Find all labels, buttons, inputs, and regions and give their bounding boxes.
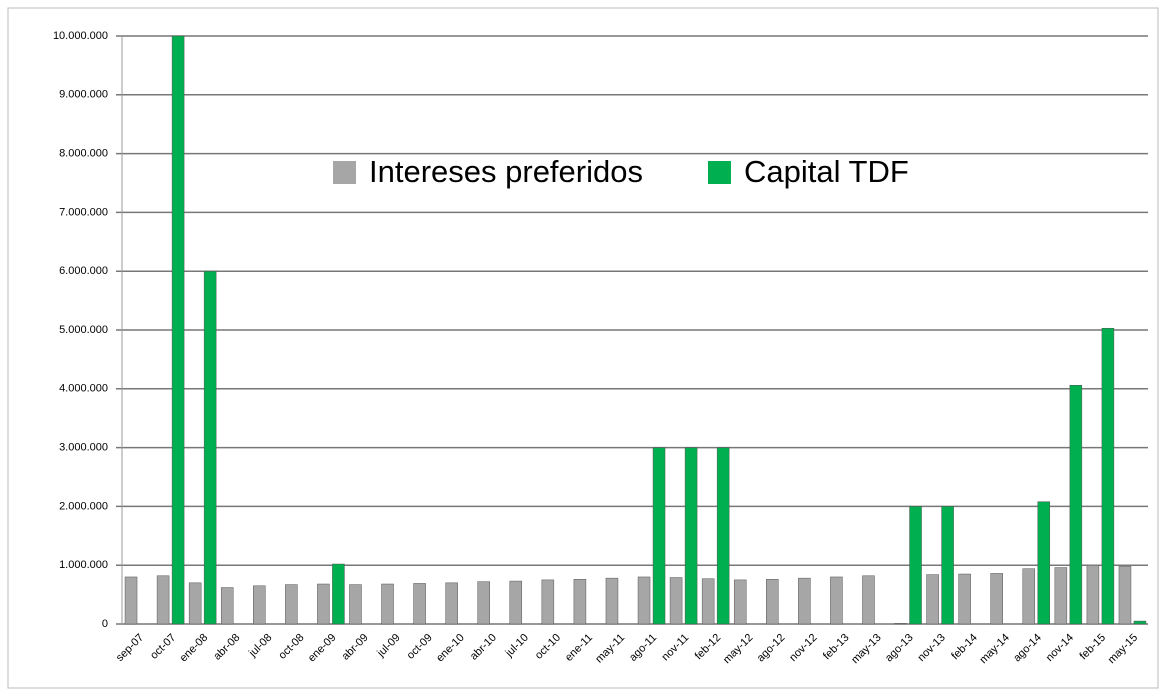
bar <box>413 583 426 625</box>
bar <box>349 584 362 625</box>
bar <box>684 447 698 625</box>
bar <box>332 563 345 625</box>
bar <box>220 587 234 625</box>
bar <box>381 583 394 625</box>
bar <box>124 576 138 625</box>
y-tick-label: 0 <box>102 618 108 630</box>
legend-label: Capital TDF <box>744 154 909 189</box>
bar <box>1118 566 1132 625</box>
bar <box>669 577 683 625</box>
y-tick-label: 6.000.000 <box>59 265 108 277</box>
bar <box>637 576 651 625</box>
bar <box>830 576 843 625</box>
bar <box>317 583 330 625</box>
y-tick-label: 7.000.000 <box>59 206 108 218</box>
bar <box>958 573 971 625</box>
bar <box>766 579 779 625</box>
bar <box>541 579 555 625</box>
bar <box>509 580 523 625</box>
bar <box>156 575 170 625</box>
bar <box>909 506 922 625</box>
bar <box>1022 568 1036 625</box>
legend-swatch <box>707 161 731 184</box>
y-tick-label: 3.000.000 <box>59 442 108 454</box>
bar <box>716 447 730 625</box>
y-tick-label: 2.000.000 <box>59 500 108 512</box>
bar <box>605 577 619 625</box>
bar <box>733 579 747 625</box>
bar <box>188 582 202 625</box>
bar <box>253 585 266 625</box>
bar <box>652 447 666 625</box>
bar <box>285 584 298 625</box>
legend-swatch <box>333 161 356 184</box>
bar <box>1133 620 1147 625</box>
bar <box>203 270 217 625</box>
bar <box>477 581 490 625</box>
y-tick-label: 5.000.000 <box>59 324 108 336</box>
bar <box>171 35 185 625</box>
y-tick-label: 9.000.000 <box>59 89 108 101</box>
legend-label: Intereses preferidos <box>369 154 643 189</box>
y-tick-label: 8.000.000 <box>59 148 108 160</box>
y-tick-label: 4.000.000 <box>59 383 108 395</box>
bar <box>862 575 875 625</box>
y-tick-label: 10.000.000 <box>53 30 108 42</box>
bar <box>573 579 587 625</box>
bar <box>798 577 811 625</box>
bar <box>894 623 907 625</box>
y-tick-label: 1.000.000 <box>59 559 108 571</box>
bar <box>1069 385 1083 625</box>
bar <box>941 506 954 625</box>
bar <box>1086 564 1100 625</box>
bar <box>926 574 939 625</box>
bar <box>1037 501 1051 625</box>
bar <box>445 582 458 625</box>
bar <box>1101 327 1115 625</box>
bar <box>990 573 1003 625</box>
bar <box>701 578 715 625</box>
bar <box>1054 567 1068 625</box>
